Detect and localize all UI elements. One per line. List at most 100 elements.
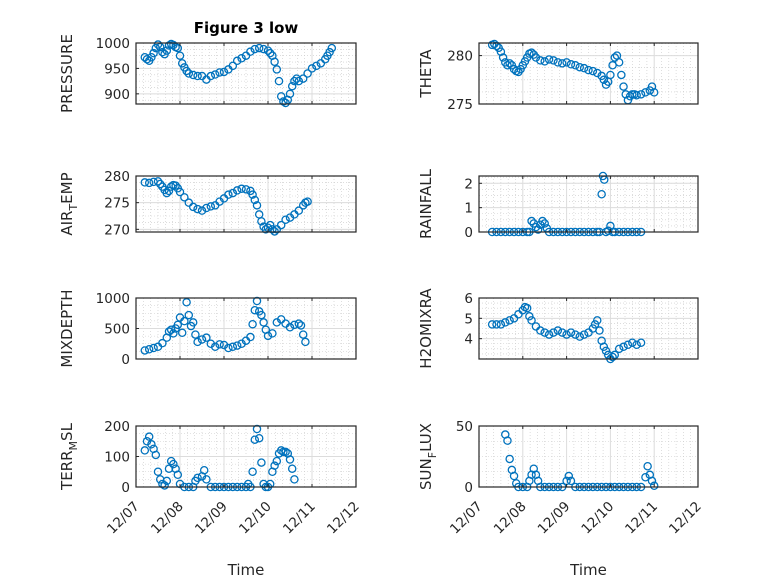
data-point [228,61,238,71]
data-point [647,476,657,486]
axes-box [478,42,699,105]
data-point [182,66,191,76]
y-tick-label: 280 [104,169,130,185]
data-point [549,56,558,65]
data-point [177,328,187,338]
data-point [197,335,207,344]
x-axis-label: Time [569,561,607,579]
data-point [248,319,257,329]
y-axis-label: RAINFALL [417,168,435,239]
x-tick-label: 12/12 [324,499,363,538]
data-point [557,59,567,68]
data-point [553,326,563,335]
data-point [595,326,604,335]
data-point [564,471,574,481]
y-axis-label: SUNFLUX [417,423,439,490]
data-point [140,446,150,455]
x-tick-label: 12/11 [622,499,661,538]
y-tick-label: 500 [104,322,130,338]
data-point [252,201,262,210]
data-point [492,41,501,51]
data-point [147,52,156,62]
data-point [641,88,650,97]
data-point [224,343,233,353]
data-point [215,340,224,349]
data-point [173,470,183,480]
data-point [144,344,154,354]
data-point [175,187,185,197]
subplot-sun_flux: 0 50 SUNFLUX 12/07 12/08 12/09 12/10 12/11 12/12… [417,419,705,579]
subplot-pressure: 900 950 1000 PRESSURE Figure 3 low [58,19,357,113]
y-tick-label: 270 [104,222,130,238]
data-point [505,59,514,68]
y-axis-label: MIXDEPTH [58,289,76,367]
data-point [197,206,207,215]
data-point [184,310,194,320]
x-axis-label: Time [227,561,265,579]
data-point [307,64,317,73]
data-point [540,219,549,228]
data-point [232,186,242,195]
data-point [544,55,554,64]
data-point [505,454,514,464]
data-point [232,56,242,66]
data-point [562,58,571,67]
data-point [173,43,183,53]
data-point [158,338,167,348]
data-point [206,71,216,81]
data-point [257,310,266,320]
data-point [228,342,238,352]
data-point [540,328,549,337]
data-point [533,225,543,234]
data-point [224,190,233,199]
data-point [248,467,257,476]
y-axis-label: H2OMIXRA [417,288,435,369]
data-point [153,40,163,49]
data-point [202,475,211,484]
data-point [527,48,536,57]
data-point [562,330,571,339]
data-point [536,56,545,65]
data-point [632,91,641,100]
data-point [599,342,609,352]
data-point [619,82,628,91]
axes-box [478,425,699,488]
axes-box [478,297,699,360]
data-point [265,220,275,230]
data-point [636,338,646,347]
data-point [632,340,641,350]
y-axis-label: THETA [417,49,435,99]
data-point [184,69,194,78]
data-point [498,53,508,62]
data-point [202,333,211,342]
data-point [649,88,659,97]
data-point [147,440,156,449]
data-point [270,57,279,67]
x-tick-label: 12/08 [148,499,187,538]
data-point [590,320,600,329]
data-point [246,47,255,56]
data-point [601,346,611,356]
data-point [268,329,277,338]
data-point [257,458,266,467]
data-point [628,338,637,347]
data-point [158,47,167,57]
data-point [250,44,260,54]
data-point [290,76,299,86]
data-point [614,344,624,354]
data-point [553,58,563,67]
subplot-rainfall: 0 1 2 RAINFALL [417,168,699,241]
data-point [257,217,266,226]
data-point [294,319,304,328]
data-point [285,455,295,464]
data-point [619,342,628,352]
data-point [149,48,158,58]
data-point [272,225,282,234]
data-point [254,43,264,53]
data-point [312,61,321,71]
data-point [509,471,519,481]
data-point [193,71,202,81]
x-tick-label: 12/07 [447,499,486,538]
data-point [647,82,657,91]
